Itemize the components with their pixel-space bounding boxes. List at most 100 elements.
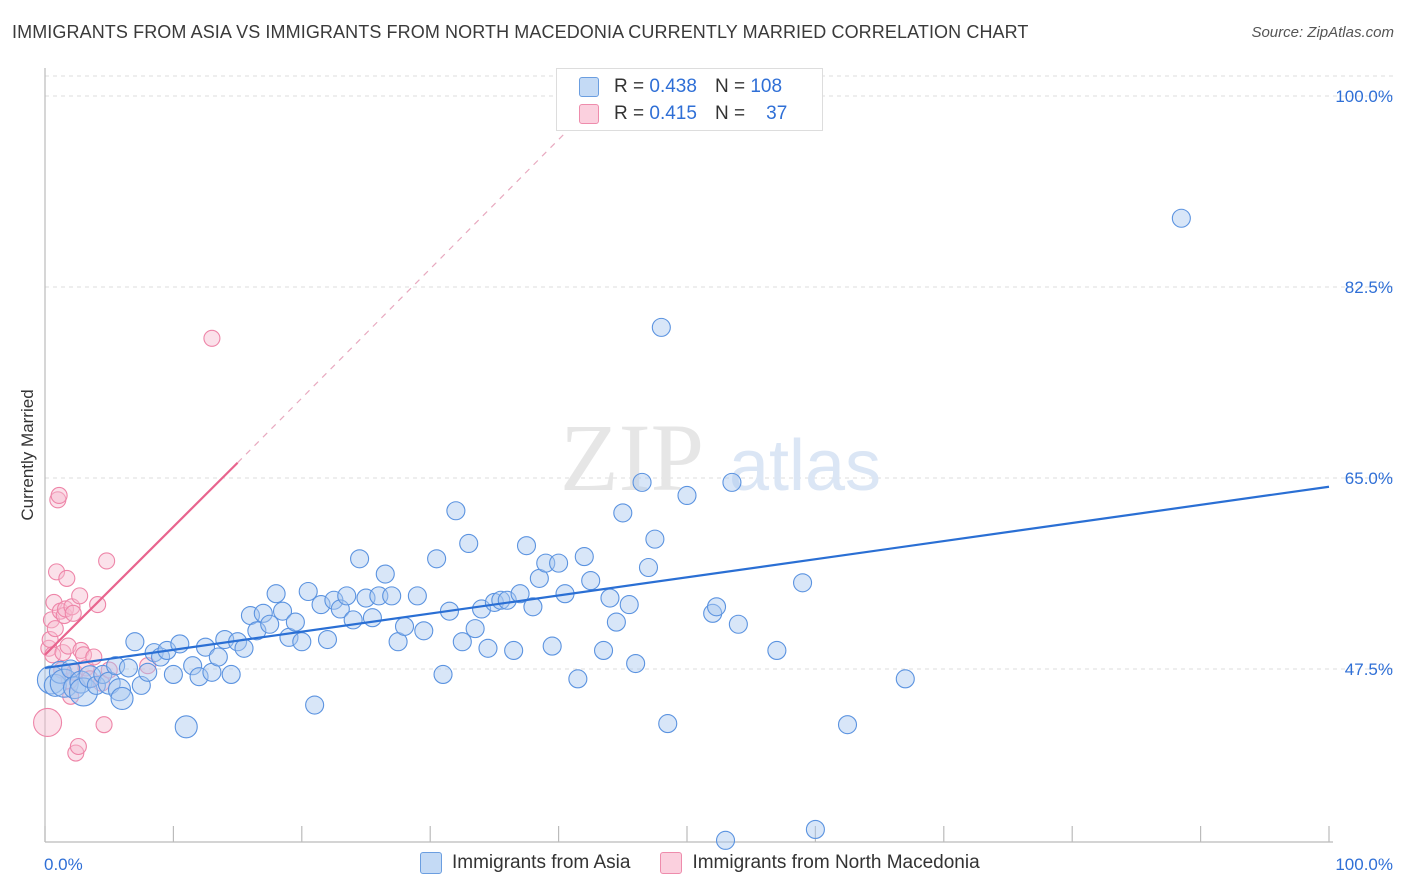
point-asia (606, 612, 626, 632)
watermark-atlas: atlas (729, 426, 881, 506)
point-asia (658, 714, 678, 734)
chart-title: IMMIGRANTS FROM ASIA VS IMMIGRANTS FROM … (12, 22, 1029, 42)
point-asia (189, 667, 209, 687)
point-asia (895, 669, 915, 689)
legend-row-asia: R = 0.438 N = 108 (579, 76, 782, 98)
legend-r-value: 0.438 (649, 76, 697, 97)
legend-swatch-north-macedonia (660, 852, 683, 874)
point-asia (516, 536, 537, 556)
point-asia (638, 557, 659, 578)
point-north-macedonia (42, 611, 60, 629)
point-asia (478, 638, 498, 658)
point-asia (407, 586, 427, 606)
legend-n-label: N = (714, 103, 746, 124)
point-asia (510, 584, 530, 604)
point-asia (375, 564, 395, 584)
point-asia (43, 673, 67, 697)
legend-r-label: R = (614, 76, 645, 97)
y-tick-label: 82.5% (1345, 278, 1393, 297)
y-tick-label: 47.5% (1345, 660, 1393, 679)
point-asia (125, 632, 145, 652)
point-asia (292, 632, 312, 652)
point-asia (110, 686, 134, 711)
point-asia (549, 553, 569, 573)
point-asia (414, 621, 434, 641)
point-asia (722, 472, 742, 492)
point-asia (163, 664, 183, 685)
point-north-macedonia (46, 620, 64, 638)
point-asia (221, 664, 241, 685)
point-north-macedonia (95, 716, 113, 734)
point-asia (183, 656, 203, 676)
legend-swatch-asia (579, 77, 599, 97)
point-asia (427, 549, 447, 569)
point-asia (285, 612, 305, 632)
point-asia (677, 485, 697, 506)
point-asia (593, 640, 614, 660)
point-asia (266, 584, 286, 604)
trend-lines (44, 132, 1330, 669)
point-asia (272, 601, 293, 621)
point-asia (728, 614, 748, 634)
x-tick-label: 100.0% (1335, 855, 1393, 874)
point-asia (350, 549, 370, 569)
point-asia (138, 662, 158, 682)
point-asia (317, 629, 338, 650)
point-asia (542, 636, 562, 656)
point-asia (805, 819, 825, 839)
point-asia (234, 638, 254, 658)
point-asia (523, 597, 543, 617)
point-asia (382, 586, 402, 606)
point-north-macedonia (50, 486, 68, 505)
point-asia (465, 619, 485, 639)
tick-labels: 47.5% 65.0% 82.5% 100.0% 0.0% 100.0% (44, 87, 1393, 874)
y-axis-label: Currently Married (18, 389, 37, 521)
point-asia (715, 830, 736, 850)
axes (44, 68, 1333, 843)
source-label: Source: ZipAtlas.com (1251, 24, 1394, 41)
watermark-zip: ZIP (560, 404, 704, 511)
legend-swatch-north-macedonia (579, 104, 599, 124)
point-asia (394, 616, 415, 636)
y-tick-label: 100.0% (1335, 87, 1393, 106)
point-asia (651, 317, 671, 337)
point-asia (433, 664, 453, 685)
point-north-macedonia (89, 596, 107, 614)
legend-label-asia: Immigrants from Asia (452, 852, 631, 873)
trend-line-north-macedonia-extension (237, 132, 566, 464)
point-asia (1171, 208, 1191, 228)
point-asia (305, 695, 325, 715)
legend-n-value: 37 (766, 103, 788, 124)
point-north-macedonia (98, 552, 116, 570)
point-north-macedonia (48, 563, 66, 581)
trend-line-north-macedonia (44, 461, 239, 656)
point-asia (208, 647, 228, 667)
point-north-macedonia (203, 329, 221, 347)
point-asia (767, 640, 787, 660)
point-north-macedonia (33, 707, 63, 738)
watermark: ZIP atlas (560, 404, 881, 511)
point-north-macedonia (71, 587, 89, 605)
legend-item-asia: Immigrants from Asia (420, 852, 630, 874)
trend-line-asia (44, 485, 1330, 669)
legend-item-north-macedonia: Immigrants from North Macedonia (660, 852, 980, 874)
point-asia (504, 640, 524, 660)
point-asia (107, 678, 132, 702)
point-asia (568, 669, 588, 689)
y-tick-label: 65.0% (1345, 469, 1393, 488)
point-asia (260, 614, 280, 634)
point-asia (311, 595, 331, 615)
point-asia (362, 608, 382, 628)
point-asia (613, 503, 633, 523)
point-asia (337, 586, 357, 606)
point-north-macedonia (58, 569, 76, 587)
point-asia (118, 658, 139, 678)
point-asia (452, 632, 472, 652)
point-north-macedonia (59, 637, 77, 655)
point-asia (632, 472, 652, 492)
x-tick-label: 0.0% (44, 855, 83, 874)
legend-label-north-macedonia: Immigrants from North Macedonia (692, 852, 980, 873)
point-asia (581, 571, 601, 591)
legend-n-label: N = (714, 76, 746, 97)
